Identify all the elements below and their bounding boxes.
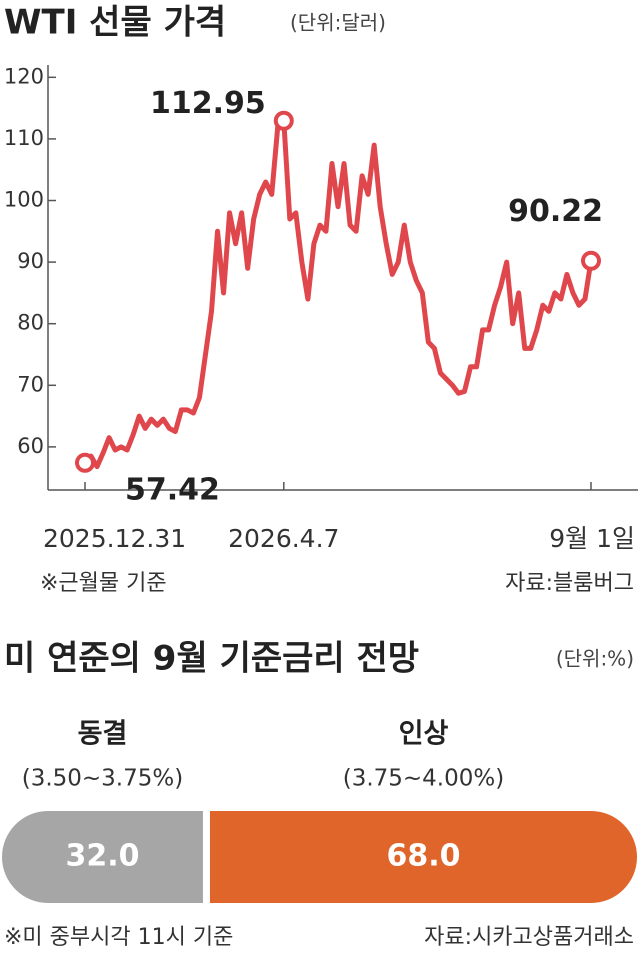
point-marker (273, 110, 294, 131)
chart-title: WTI 선물 가격 (4, 3, 226, 43)
note: ※근월물 기준 (40, 571, 167, 596)
source: 자료:블룸버그 (505, 571, 634, 596)
x-tick-label: 2025.12.31 (43, 524, 186, 553)
price-line (83, 118, 594, 470)
bar-segment (2, 811, 203, 903)
y-tick-label: 80 (17, 311, 44, 335)
segment-value-label: 32.0 (65, 839, 139, 874)
y-tick-label: 100 (4, 188, 44, 212)
chart-title: 미 연준의 9월 기준금리 전망 (4, 639, 419, 679)
category-label: 인상 (399, 719, 449, 750)
value-label: 90.22 (508, 194, 603, 229)
point-marker (75, 452, 95, 473)
y-tick-label: 110 (4, 126, 44, 150)
y-tick-label: 120 (4, 64, 44, 88)
y-tick-label: 90 (17, 249, 44, 273)
unit-label: (단위:%) (556, 647, 634, 671)
y-tick-label: 60 (17, 434, 44, 458)
point-marker (581, 250, 601, 271)
source: 자료:시카고상품거래소 (424, 925, 634, 950)
x-tick-label: 9월 1일 (549, 524, 635, 553)
range-label: (3.50~3.75%) (22, 766, 184, 792)
y-tick-label: 70 (17, 372, 44, 396)
category-label: 동결 (78, 719, 128, 750)
unit-label: (단위:달러) (290, 11, 386, 35)
range-label: (3.75~4.00%) (343, 766, 505, 792)
value-label: 112.95 (150, 86, 266, 121)
value-label: 57.42 (125, 472, 220, 507)
bar-segment (209, 811, 637, 903)
x-tick-label: 2026.4.7 (228, 524, 339, 553)
segment-value-label: 68.0 (386, 839, 460, 874)
note: ※미 중부시각 11시 기준 (4, 925, 233, 950)
